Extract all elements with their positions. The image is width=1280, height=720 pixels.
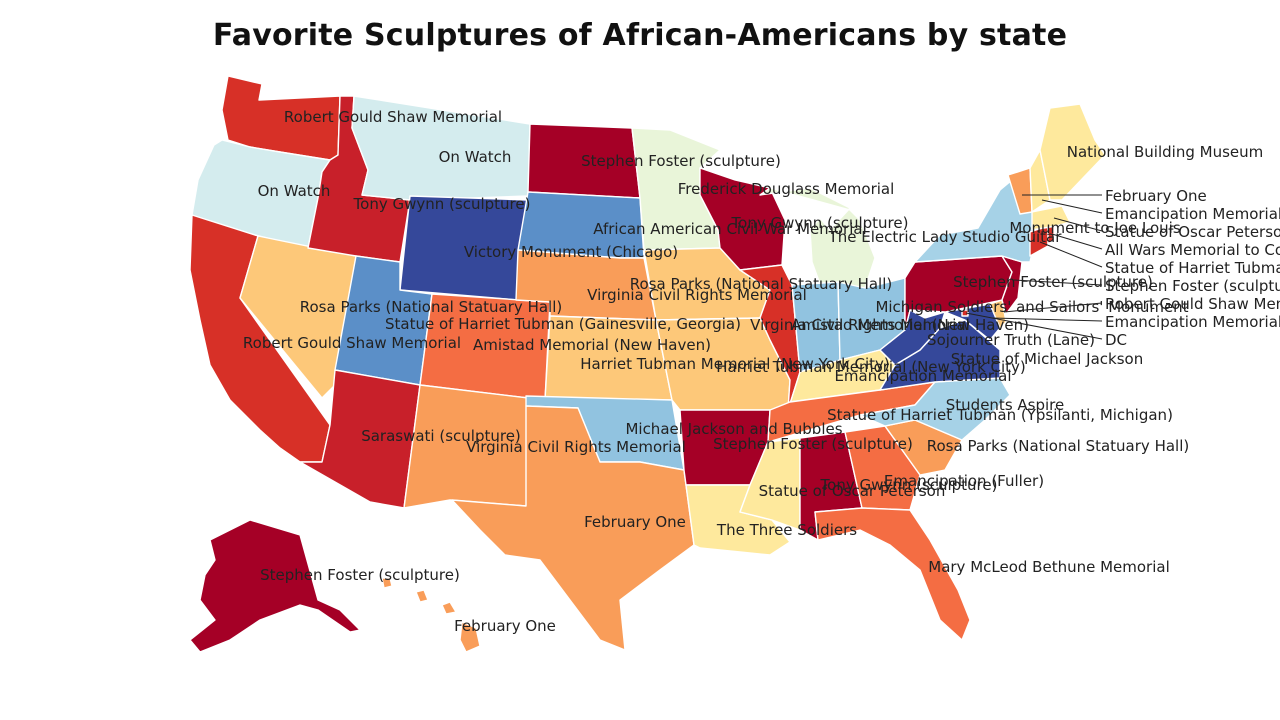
label-ms: Statue of Oscar Peterson [759, 482, 946, 500]
label-nv: Rosa Parks (National Statuary Hall) [300, 298, 562, 316]
state-me[interactable] [1039, 103, 1106, 201]
label-nd: Stephen Foster (sculpture) [581, 152, 781, 170]
label-la: The Three Soldiers [716, 521, 857, 539]
state-tx[interactable] [451, 405, 695, 651]
label-wi: Tony Gwynn (sculpture) [731, 214, 909, 232]
state-nc[interactable] [859, 377, 1011, 441]
label-id: Tony Gwynn (sculpture) [353, 195, 531, 213]
label-pa: Stephen Foster (sculpture) [953, 273, 1153, 291]
label-sc: Rosa Parks (National Statuary Hall) [927, 437, 1189, 455]
label-al: Tony Gwynn (sculpture) [820, 476, 998, 494]
label-mn: Frederick Douglass Memorial [678, 180, 895, 198]
state-md[interactable] [944, 303, 1001, 341]
label-wv: Sojourner Truth (Lane) [927, 331, 1095, 349]
label-ne: Virginia Civil Rights Memorial [587, 286, 807, 304]
label-mi: The Electric Lady Studio Guitar [828, 228, 1063, 246]
label-nc: Students Aspire [946, 396, 1064, 414]
label-dc: DC [1105, 331, 1127, 349]
label-tn: Statue of Harriet Tubman (Ypsilanti, Mic… [827, 406, 1173, 424]
label-md: Emancipation Memorial [1105, 313, 1280, 331]
label-ks: Harriet Tubman Memorial (New York City) [580, 355, 890, 373]
label-az: Saraswati (sculpture) [361, 427, 521, 445]
label-nj: Stephen Foster (sculpture) [1105, 277, 1280, 295]
label-il: Virginia Civil Rights Memorial [750, 316, 970, 334]
label-in: Amistad Memorial (New Haven) [791, 316, 1029, 334]
label-sd: African American Civil War Memorial [593, 220, 866, 238]
state-mi[interactable] [759, 187, 876, 289]
label-ia: Rosa Parks (National Statuary Hall) [630, 275, 892, 293]
state-hi[interactable] [381, 577, 481, 653]
state-ga[interactable] [844, 425, 921, 511]
label-hi: February One [454, 617, 556, 635]
label-wy: Victory Monument (Chicago) [464, 243, 678, 261]
label-ok: Michael Jackson and Bubbles [625, 420, 842, 438]
label-ny: Monument to Joe Louis [1009, 219, 1180, 237]
label-or: On Watch [258, 182, 331, 200]
label-ar: Stephen Foster (sculpture) [713, 435, 913, 453]
label-ca: Robert Gould Shaw Memorial [243, 334, 461, 352]
label-ga: Emancipation (Fuller) [884, 472, 1044, 490]
page-title: Favorite Sculptures of African-Americans… [212, 18, 1068, 53]
label-ak: Stephen Foster (sculpture) [260, 566, 460, 584]
label-mt: On Watch [439, 148, 512, 166]
label-ri: All Wars Memorial to Colored Soldiers an… [1105, 241, 1280, 259]
label-ma: Statue of Oscar Peterson [1105, 223, 1280, 241]
label-nm: Virginia Civil Rights Memorial [466, 438, 686, 456]
label-co: Amistad Memorial (New Haven) [473, 336, 711, 354]
state-il[interactable] [739, 264, 801, 411]
label-mo: Harriet Tubman Memorial (New York City) [716, 358, 1026, 376]
label-va: Statue of Michael Jackson [951, 350, 1143, 368]
state-fl[interactable] [814, 507, 971, 641]
label-wa: Robert Gould Shaw Memorial [284, 108, 502, 126]
state-ma[interactable] [1031, 205, 1071, 231]
label-ut: Statue of Harriet Tubman (Gainesville, G… [385, 315, 741, 333]
label-ky: Emancipation Memorial [834, 367, 1011, 385]
state-labels: Robert Gould Shaw Memorial On Watch Robe… [243, 108, 1280, 635]
label-oh: Michigan Soldiers' and Sailors' Monument [875, 298, 1188, 316]
leader-lines [965, 194, 1103, 340]
state-ak[interactable] [189, 519, 361, 653]
label-de: Robert Gould Shaw Memorial [1105, 295, 1280, 313]
label-me: National Building Museum [1067, 143, 1264, 161]
label-fl: Mary McLeod Bethune Memorial [928, 558, 1170, 576]
label-vt: February One [1105, 187, 1207, 205]
label-nh: Emancipation Memorial [1105, 205, 1280, 223]
label-tx: February One [584, 513, 686, 531]
label-ct: Statue of Harriet Tubman [1105, 259, 1280, 277]
